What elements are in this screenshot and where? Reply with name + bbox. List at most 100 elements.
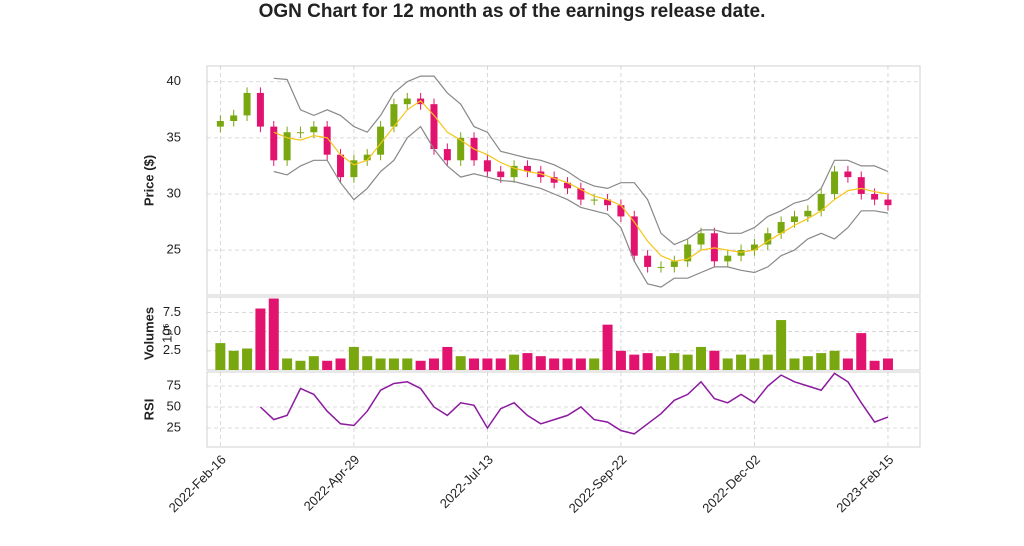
volume-bar <box>762 354 773 370</box>
volume-bar <box>816 353 827 370</box>
candle-body <box>390 104 398 127</box>
volume-bar <box>455 356 466 370</box>
candle-body <box>710 233 718 262</box>
volume-bar <box>655 356 666 370</box>
panel-frame <box>206 65 921 296</box>
candle-body <box>443 149 451 161</box>
volume-bar <box>348 346 359 370</box>
candle-body <box>777 222 785 234</box>
volume-bar <box>682 354 693 370</box>
y-tick-label: 35 <box>167 129 181 144</box>
panel-frame <box>206 371 921 448</box>
candle-body <box>697 233 705 245</box>
candle-body <box>403 98 411 105</box>
volume-bar <box>549 358 560 370</box>
candle-body <box>724 255 732 262</box>
candle-body <box>644 255 652 267</box>
candle-body <box>831 171 839 194</box>
candle-body <box>590 199 598 201</box>
volume-bar <box>469 358 480 370</box>
candle-body <box>564 182 572 189</box>
candle-body <box>790 216 798 223</box>
volume-bar <box>388 358 399 370</box>
x-tick-label: 2022-Jul-13 <box>437 452 496 511</box>
chart-title: OGN Chart for 12 month as of the earning… <box>259 1 766 22</box>
volume-bar <box>495 358 506 370</box>
volume-bar <box>215 343 226 370</box>
volume-bar <box>615 350 626 370</box>
y-tick-label: 25 <box>167 242 181 257</box>
candle-body <box>243 92 251 116</box>
candle-body <box>764 233 772 245</box>
volume-bar <box>228 350 239 370</box>
volume-bar <box>669 353 680 370</box>
candle-body <box>310 126 318 133</box>
volume-bar <box>642 353 653 370</box>
candle-body <box>430 104 438 150</box>
volume-bar <box>696 346 707 370</box>
x-tick-label: 2022-Dec-02 <box>699 452 763 516</box>
candle-body <box>270 126 278 161</box>
candle-body <box>510 165 518 178</box>
candle-body <box>550 177 558 183</box>
candle-body <box>577 188 585 200</box>
volume-bar <box>255 308 266 370</box>
candle-body <box>871 193 879 200</box>
volume-bar <box>829 350 840 370</box>
volume-bar <box>428 358 439 370</box>
volume-bar <box>709 350 720 370</box>
candle-body <box>617 205 625 217</box>
candle-body <box>670 261 678 267</box>
candle-body <box>684 244 692 262</box>
volume-bar <box>575 358 586 370</box>
candle-body <box>363 154 371 161</box>
y-tick-label: 25 <box>167 419 181 434</box>
candle-body <box>857 177 865 194</box>
volume-bar <box>482 358 493 370</box>
volume-bar <box>869 360 880 370</box>
overlay-line <box>273 75 889 246</box>
candle-body <box>230 115 238 122</box>
volume-bar <box>629 354 640 370</box>
y-axis-label: RSI <box>141 399 156 421</box>
x-tick-label: 2023-Feb-15 <box>833 452 896 515</box>
offset-label: 10⁶ <box>159 323 174 343</box>
y-axis-label: Volumes <box>141 307 156 360</box>
candle-body <box>844 171 852 178</box>
candle-body <box>256 92 264 127</box>
y-tick-label: 75 <box>167 377 181 392</box>
candle-body <box>350 160 358 178</box>
y-tick-label: 30 <box>167 185 181 200</box>
volume-bar <box>282 358 293 370</box>
candle-body <box>483 160 491 172</box>
y-tick-label: 5.0 <box>163 323 181 338</box>
volume-bar <box>295 360 306 370</box>
candle-body <box>457 137 465 161</box>
y-tick-label: 50 <box>167 398 181 413</box>
candle-body <box>804 210 812 217</box>
volume-bar <box>776 320 787 370</box>
volume-bar <box>509 354 520 370</box>
volume-bar <box>736 354 747 370</box>
x-tick-label: 2022-Apr-29 <box>301 452 363 514</box>
y-tick-label: 2.5 <box>163 342 181 357</box>
volume-bar <box>375 358 386 370</box>
volume-bar <box>802 356 813 370</box>
volume-bar <box>335 358 346 370</box>
x-tick-label: 2022-Feb-16 <box>166 452 229 515</box>
candle-body <box>630 216 638 256</box>
volume-bar <box>602 324 613 370</box>
volume-bar <box>562 358 573 370</box>
candle-body <box>657 266 665 268</box>
volume-bar <box>308 356 319 370</box>
candle-body <box>497 171 505 178</box>
candle-body <box>523 165 531 172</box>
candle-body <box>296 132 304 134</box>
volume-bar <box>589 358 600 370</box>
volume-bar <box>322 360 333 370</box>
candle-body <box>216 121 224 127</box>
candle-body <box>337 154 345 178</box>
overlay-line <box>273 125 889 288</box>
volume-bar <box>415 360 426 370</box>
candle-body <box>884 199 892 206</box>
